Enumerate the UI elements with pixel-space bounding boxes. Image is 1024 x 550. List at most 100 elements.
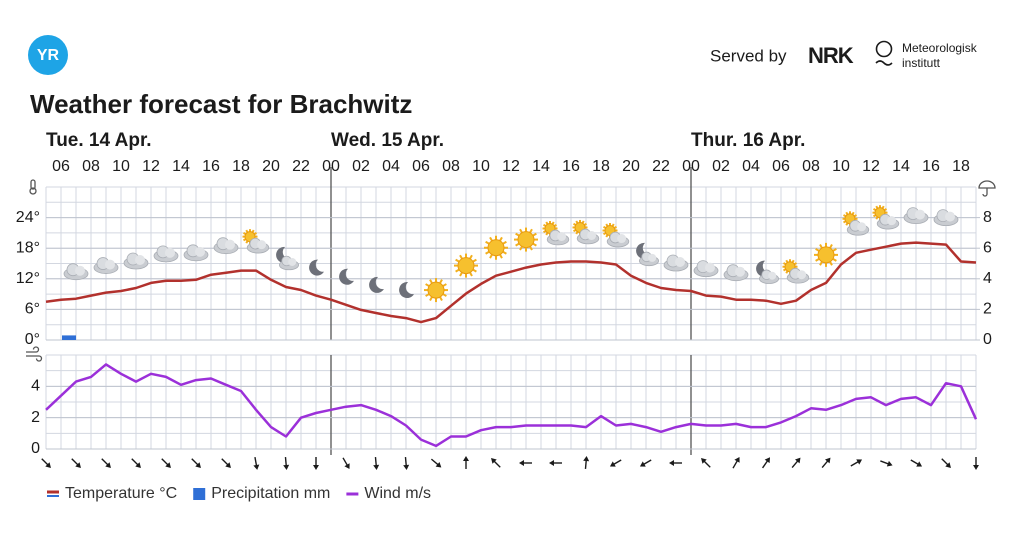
sun-ray <box>469 272 473 277</box>
wind-arrow <box>519 460 532 466</box>
sun-ray <box>502 240 507 245</box>
served-by: Served by <box>710 46 787 65</box>
wind-arrow <box>639 459 652 467</box>
wind-arrow-head <box>195 462 201 468</box>
wind-arrow <box>283 456 290 470</box>
cloud <box>165 247 175 258</box>
sun-ray <box>429 296 433 301</box>
wind-arrow <box>101 458 111 468</box>
weather-symbol <box>309 259 324 276</box>
sun-ray <box>472 268 477 273</box>
weather-symbol <box>663 254 689 272</box>
sun-ray <box>489 254 493 259</box>
temperature-line <box>45 241 977 324</box>
sun <box>487 239 505 257</box>
weather-symbol <box>454 253 478 278</box>
sun-ray <box>429 279 433 284</box>
sun-ray <box>499 254 503 259</box>
day-label: Tue. 14 Apr. <box>46 130 152 151</box>
weather-symbol <box>369 276 384 293</box>
wind-icon <box>26 346 43 362</box>
sun <box>517 231 535 249</box>
cloud <box>675 257 685 268</box>
y2-tick-label: 8 <box>983 209 992 226</box>
sun-ray <box>519 246 523 251</box>
wind-arrow-head <box>253 464 260 470</box>
y2-tick-label: 4 <box>983 270 992 287</box>
wind-arrow-head <box>435 461 442 468</box>
logo-text: YR <box>37 47 60 64</box>
wind-arrow <box>941 458 951 468</box>
wind-arrow-head <box>549 460 554 466</box>
weather-symbol <box>636 242 660 267</box>
sun-ray <box>439 296 443 301</box>
precipitation-bar <box>62 335 76 340</box>
cloud <box>587 230 597 240</box>
wind-arrow-head <box>734 456 740 463</box>
wind-arrow-head <box>283 464 290 470</box>
wind-arrow <box>342 457 350 470</box>
y2-tick-label: 0 <box>983 331 992 348</box>
wind-arrow <box>609 459 622 467</box>
weather-symbol <box>276 246 299 271</box>
sun-ray <box>499 236 503 242</box>
sun-ray <box>832 248 837 252</box>
weather-symbol <box>903 207 929 224</box>
weather-symbol <box>933 209 959 227</box>
cloud <box>617 234 627 244</box>
wind-arrow <box>71 458 81 468</box>
sun-ray <box>459 272 463 277</box>
wind-arrow-head <box>916 461 923 467</box>
wind-arrow <box>253 456 260 470</box>
y2-tick-label: 2 <box>983 301 992 318</box>
sun-ray <box>485 240 490 245</box>
wind-arrow <box>821 457 831 469</box>
cloud <box>195 246 205 257</box>
sun-ray <box>815 258 820 262</box>
wind-arrow <box>161 458 171 468</box>
sun-ray <box>489 236 493 242</box>
wind-arrow <box>313 457 319 470</box>
thermometer-icon <box>29 179 37 195</box>
wind-arrow-head <box>824 457 831 464</box>
sun-ray <box>469 254 473 260</box>
x-tick-label: 18 <box>592 158 610 175</box>
wind-arrow-head <box>583 456 590 462</box>
x-tick-label: 20 <box>262 158 280 175</box>
x-tick-label: 06 <box>772 158 790 175</box>
day-label: Thur. 16 Apr. <box>691 130 805 151</box>
cloud <box>945 211 955 222</box>
cloud <box>648 253 657 262</box>
wind-arrow <box>701 458 711 468</box>
weather-symbol <box>183 244 209 262</box>
wind-arrow <box>403 456 410 470</box>
x-tick-label: 12 <box>142 158 160 175</box>
wind-arrow-head <box>225 462 231 468</box>
weather-symbol <box>514 227 538 252</box>
x-tick-label: 16 <box>922 158 940 175</box>
sun-ray <box>529 228 533 234</box>
legend-label: Precipitation mm <box>211 485 330 502</box>
weather-symbol <box>93 257 119 274</box>
cloud <box>135 254 145 265</box>
wind-arrow <box>191 458 201 468</box>
sun-ray <box>815 248 820 252</box>
weather-symbol <box>782 259 810 284</box>
wind-arrow-head <box>75 462 81 468</box>
cloud <box>288 257 297 266</box>
x-tick-label: 14 <box>172 158 190 175</box>
wind-arrow <box>131 458 141 468</box>
wind-arrow-head <box>403 464 410 470</box>
wind-arrow <box>791 457 801 469</box>
wind-arrow-head <box>463 456 469 461</box>
met-logo-wave <box>875 60 893 66</box>
cloud <box>557 231 567 241</box>
wind-arrow-head <box>794 457 801 464</box>
sun-ray <box>442 293 447 297</box>
wind-arrow <box>373 456 380 470</box>
sun-ray <box>829 261 833 266</box>
weather-symbol <box>842 211 870 236</box>
sun <box>457 257 475 275</box>
day-label: Wed. 15 Apr. <box>331 130 444 151</box>
wind-arrow-head <box>945 462 951 468</box>
